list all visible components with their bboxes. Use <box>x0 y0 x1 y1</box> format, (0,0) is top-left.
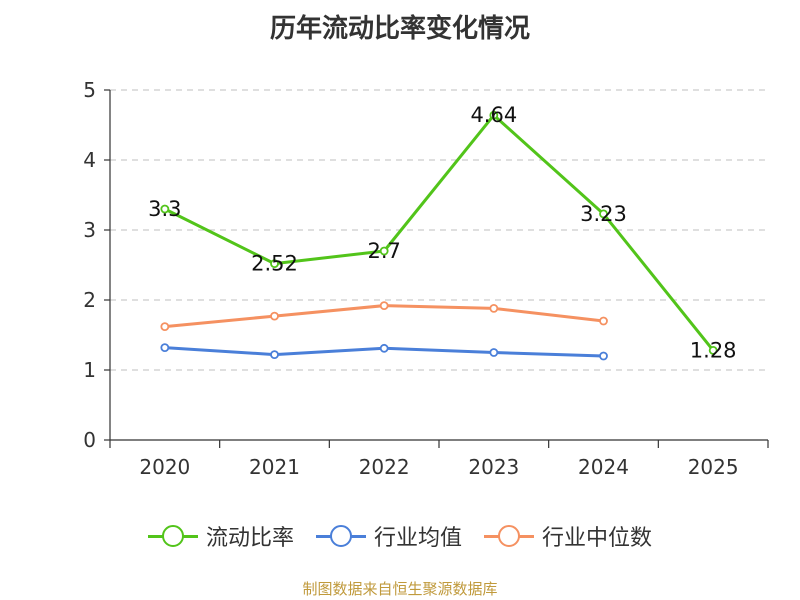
legend-item[interactable]: 行业中位数 <box>484 520 652 552</box>
x-tick-label: 2021 <box>249 455 300 479</box>
legend-item[interactable]: 流动比率 <box>147 520 294 552</box>
data-point <box>599 316 608 326</box>
legend-circle-swatch <box>329 525 352 547</box>
source-footer: 制图数据来自恒生聚源数据库 <box>302 580 498 598</box>
data-point <box>160 204 170 214</box>
data-point <box>379 246 389 256</box>
data-label: 2.52 <box>251 252 298 276</box>
data-label: 4.64 <box>470 103 517 127</box>
data-point <box>270 259 279 269</box>
data-point <box>489 303 499 313</box>
y-tick-label: 4 <box>83 148 96 172</box>
legend-marker-icon <box>147 525 198 547</box>
y-tick-label: 1 <box>83 358 96 382</box>
legend-marker-icon <box>315 525 366 547</box>
data-label: 2.7 <box>367 239 400 263</box>
x-tick-label: 2025 <box>688 455 739 479</box>
legend: 流动比率 行业均值 行业中位数 <box>0 520 800 552</box>
data-point <box>489 348 499 357</box>
data-point <box>708 345 718 355</box>
data-point <box>599 209 608 219</box>
data-point <box>270 311 279 321</box>
x-tick-label: 2022 <box>359 455 410 479</box>
y-tick-label: 0 <box>83 428 96 452</box>
x-tick-label: 2024 <box>578 455 629 479</box>
series-line-0 <box>164 113 715 352</box>
chart-title: 历年流动比率变化情况 <box>269 14 530 44</box>
data-point <box>379 301 389 311</box>
legend-label: 行业中位数 <box>542 526 653 551</box>
y-tick-label: 3 <box>83 218 96 242</box>
data-point <box>379 343 389 353</box>
data-label: 3.3 <box>148 197 181 221</box>
data-point <box>160 343 170 353</box>
data-point <box>270 350 279 360</box>
data-labels: 3.3 2.52 2.7 4.64 3.23 1.28 <box>148 103 736 362</box>
legend-label: 流动比率 <box>205 526 294 551</box>
data-point <box>599 351 608 361</box>
legend-label: 行业均值 <box>373 526 462 551</box>
x-tick-label: 2023 <box>468 455 519 479</box>
data-label: 3.23 <box>580 202 627 226</box>
series-lines <box>160 110 718 361</box>
legend-marker-icon <box>484 525 534 547</box>
x-tick-label: 2020 <box>139 455 190 479</box>
legend-item[interactable]: 行业均值 <box>315 520 462 552</box>
legend-circle-swatch <box>161 525 184 547</box>
data-point <box>160 322 170 332</box>
data-point <box>489 110 499 120</box>
y-tick-label: 2 <box>83 288 96 312</box>
y-tick-label: 5 <box>83 78 96 102</box>
data-label: 1.28 <box>690 338 737 362</box>
axes: 0 1 2 3 4 5 2020 2021 2022 2023 2024 2025 <box>83 78 769 479</box>
legend-circle-swatch <box>498 525 520 547</box>
